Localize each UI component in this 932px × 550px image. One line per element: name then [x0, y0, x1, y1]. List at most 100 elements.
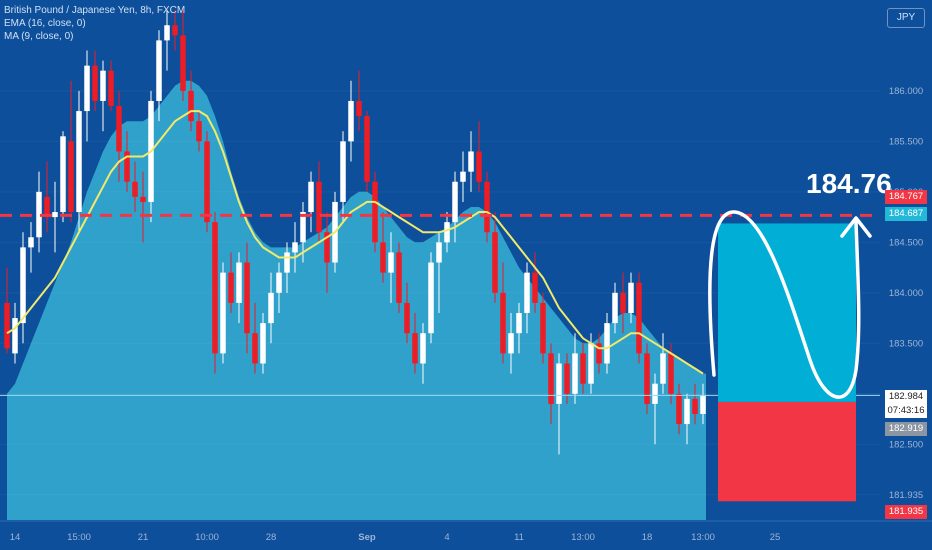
candle-body [84, 65, 90, 112]
candle-body [380, 242, 386, 273]
candle-body [36, 191, 42, 238]
candle-body [244, 262, 250, 334]
target-price-label: 184.76 [806, 168, 892, 199]
candle-body [476, 151, 482, 182]
candle-body [204, 141, 210, 223]
candle-body [468, 151, 474, 172]
ema-line [6, 110, 704, 375]
candle-body [388, 252, 394, 273]
candle-body [180, 35, 186, 91]
candle-body [660, 353, 666, 384]
candle-body [52, 212, 58, 218]
candle-body [284, 252, 290, 273]
price-tick-label: 183.500 [889, 338, 923, 349]
candle-body [580, 353, 586, 384]
price-tick-label: 182.500 [889, 439, 923, 450]
candle-body [236, 262, 242, 303]
candle-body [364, 116, 370, 182]
candle-body [140, 196, 146, 202]
candle-body [92, 65, 98, 101]
price-tick-label: 181.935 [889, 490, 923, 501]
candle-body [268, 292, 274, 324]
candle-body [636, 282, 642, 354]
candle-body [220, 272, 226, 354]
time-tick-label: 18 [642, 532, 653, 543]
candle-body [484, 181, 490, 233]
candle-body [516, 313, 522, 334]
candle-body [116, 106, 122, 152]
legend-ema: EMA (16, close, 0) [4, 18, 86, 29]
target-zone [718, 223, 856, 402]
candle-body [604, 323, 610, 364]
candle-body [572, 353, 578, 394]
currency-button[interactable]: JPY [887, 8, 925, 28]
candle-body [100, 70, 106, 101]
candle-body [524, 272, 530, 314]
time-tick-label: 28 [266, 532, 277, 543]
candle-body [196, 121, 202, 142]
candle-body [76, 111, 82, 213]
candle-body [548, 353, 554, 404]
projection-arrow [708, 210, 872, 399]
candle-body [44, 196, 50, 218]
candle-body [700, 395, 706, 414]
countdown-tag: 07:43:16 [885, 404, 927, 418]
time-axis-background [0, 521, 932, 550]
candle-body [340, 141, 346, 202]
candle-body [492, 232, 498, 293]
candle-body [300, 212, 306, 243]
legend-title: British Pound / Japanese Yen, 8h, FXCM [4, 5, 186, 16]
candle-body [396, 252, 402, 303]
candle-body [212, 222, 218, 354]
candle-body [692, 398, 698, 414]
candle-body [644, 353, 650, 404]
candle-body [228, 272, 234, 303]
candle-body [252, 333, 258, 364]
candle-body [564, 363, 570, 394]
candle-body [628, 282, 634, 314]
candle-body [188, 90, 194, 122]
candle-body [108, 70, 114, 107]
candle-body [308, 181, 314, 213]
level-price-tag: 184.767 [885, 190, 927, 204]
price-tick-label: 184.500 [889, 237, 923, 248]
candle-body [20, 247, 26, 324]
time-axis[interactable]: 14 15:00 21 10:00 28 Sep 4 11 13:00 18 13:00 25 [0, 520, 932, 550]
stop-zone [718, 401, 856, 502]
candle-body [412, 333, 418, 364]
candle-body [436, 242, 442, 263]
stop-price-tag: 181.935 [885, 505, 927, 519]
candle-body [356, 100, 362, 117]
candle-body [348, 100, 354, 142]
time-tick-label: 21 [138, 532, 149, 543]
entry-price-tag: 182.919 [885, 422, 927, 436]
price-tick-label: 185.500 [889, 136, 923, 147]
candle-body [372, 181, 378, 243]
candle-body [124, 151, 130, 182]
candle-body [532, 272, 538, 303]
candle-body [620, 292, 626, 314]
candle-body [68, 141, 74, 213]
time-tick-label: Sep [358, 532, 376, 543]
time-tick-label: 13:00 [571, 532, 595, 543]
candle-body [4, 302, 10, 349]
candle-body [324, 232, 330, 263]
candle-body [132, 181, 138, 197]
candle-body [460, 171, 466, 182]
candle-body [260, 323, 266, 364]
candle-body [420, 333, 426, 364]
candles [4, 10, 706, 455]
candle-body [156, 40, 162, 101]
candle-body [316, 181, 322, 233]
candle-body [588, 343, 594, 384]
time-tick-label: 25 [770, 532, 781, 543]
candle-body [28, 237, 34, 248]
take-profit-tag: 184.687 [885, 207, 927, 221]
legend-ma: MA (9, close, 0) [4, 31, 74, 42]
candle-body [612, 292, 618, 324]
price-tick-label: 186.000 [889, 86, 923, 97]
candle-body [428, 262, 434, 334]
candle-body [500, 292, 506, 354]
time-tick-label: 10:00 [195, 532, 219, 543]
